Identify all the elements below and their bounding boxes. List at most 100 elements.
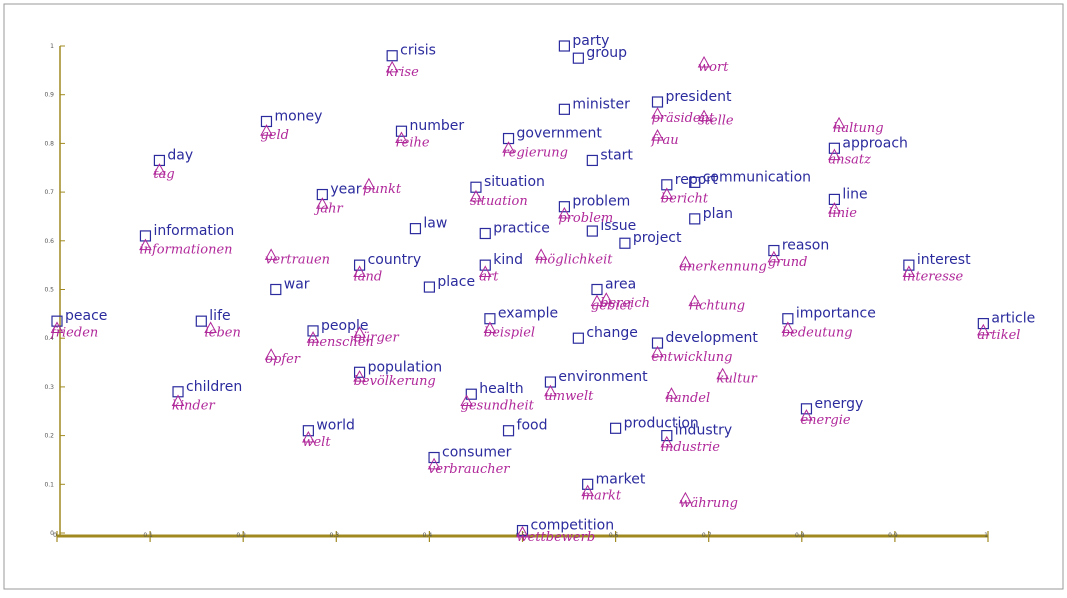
triangle-marker [306, 331, 320, 343]
point-label-de: linie [828, 206, 857, 221]
triangle-marker [828, 202, 841, 214]
y-tick-label: 1 [50, 43, 54, 50]
point-label-de: frieden [50, 325, 98, 340]
triangle-marker [534, 248, 548, 260]
square-marker [661, 179, 673, 191]
y-tick-label: 0.4 [44, 335, 54, 342]
point-label-en: report [675, 172, 718, 188]
point-label-en: number [409, 118, 464, 134]
square-marker [479, 227, 491, 240]
point-label-en: money [274, 108, 322, 124]
point-label-de: bevölkerung [354, 374, 436, 389]
triangle-marker [581, 484, 595, 497]
square-marker [582, 478, 594, 490]
square-marker [828, 193, 840, 206]
point-label-de: leben [205, 325, 241, 340]
point-label-de: problem [558, 211, 613, 226]
point-label-en: year [330, 182, 361, 198]
square-marker [51, 315, 63, 327]
point-label-de: bürger [354, 330, 400, 345]
point-label-de: bereich [600, 296, 650, 311]
triangle-marker [976, 323, 990, 336]
point-label-de: tag [153, 167, 174, 182]
point-label-de: bedeutung [782, 325, 853, 340]
square-marker [828, 142, 840, 154]
point-label-de: reihe [395, 136, 429, 151]
square-marker [307, 325, 319, 337]
triangle-marker [828, 148, 841, 161]
point-label-de: grund [768, 255, 808, 270]
x-tick-label: 0.4 [423, 532, 433, 539]
point-label-en: life [209, 308, 230, 324]
square-marker [479, 259, 491, 271]
triangle-marker [599, 292, 613, 304]
point-label-en: reason [782, 238, 829, 254]
triangle-marker [558, 206, 571, 219]
point-label-de: umwelt [544, 389, 594, 404]
square-marker [423, 281, 435, 293]
y-tick-label: 0 [50, 530, 54, 537]
triangle-marker [469, 189, 483, 202]
point-label-en: energy [814, 396, 863, 412]
x-tick-label: 0.8 [795, 532, 805, 539]
point-label-en: kind [493, 252, 523, 268]
point-label-en: area [605, 277, 636, 293]
point-label-de: regierung [503, 145, 568, 160]
triangle-marker [302, 430, 315, 443]
square-marker [153, 154, 166, 167]
point-label-en: interest [917, 252, 971, 268]
y-tick-label: 0.1 [44, 481, 54, 488]
square-marker [544, 376, 557, 388]
triangle-marker [665, 387, 678, 399]
triangle-marker [483, 321, 497, 333]
triangle-marker [651, 129, 664, 141]
square-marker [782, 313, 794, 325]
point-label-en: place [437, 274, 475, 290]
triangle-marker [516, 525, 529, 538]
x-tick-label: 0.9 [888, 532, 898, 539]
triangle-marker [427, 457, 441, 470]
square-marker [470, 181, 482, 193]
triangle-marker [353, 265, 366, 277]
point-label-en: approach [842, 135, 908, 151]
point-label-de: menschen [307, 335, 374, 350]
square-marker [270, 283, 282, 296]
x-tick-label: 0 [53, 532, 57, 539]
point-label-en: group [586, 45, 627, 61]
y-tick-label: 0.3 [44, 384, 54, 391]
point-label-de: punkt [363, 182, 402, 197]
point-label-en: situation [484, 174, 545, 190]
point-label-en: industry [675, 423, 732, 439]
point-label-de: stelle [698, 114, 734, 129]
point-label-de: frau [650, 133, 678, 148]
point-label-de: verbraucher [428, 462, 510, 477]
triangle-marker [697, 109, 711, 122]
point-label-de: interesse [903, 269, 964, 284]
figure-border [3, 3, 1064, 590]
point-label-de: situation [470, 194, 528, 209]
x-tick-label: 0.2 [236, 532, 246, 539]
point-label-en: government [517, 126, 603, 142]
triangle-marker [502, 141, 515, 153]
square-marker [516, 524, 529, 537]
triangle-marker [353, 326, 366, 338]
square-marker [302, 425, 314, 437]
point-label-de: industrie [661, 440, 720, 455]
square-marker [139, 230, 152, 242]
point-label-de: wettbewerb [517, 530, 596, 545]
point-label-de: entwicklung [651, 350, 732, 365]
point-label-de: land [354, 269, 383, 284]
square-marker [689, 213, 701, 225]
triangle-marker [353, 370, 366, 382]
square-marker [465, 388, 477, 400]
triangle-marker [832, 116, 846, 129]
square-marker [558, 201, 570, 213]
y-tick-label: 0.8 [44, 140, 54, 147]
triangle-marker [697, 56, 711, 68]
point-label-de: bericht [661, 192, 709, 207]
point-label-en: change [586, 325, 638, 341]
point-label-de: beispiel [484, 325, 535, 340]
triangle-marker [139, 238, 152, 251]
